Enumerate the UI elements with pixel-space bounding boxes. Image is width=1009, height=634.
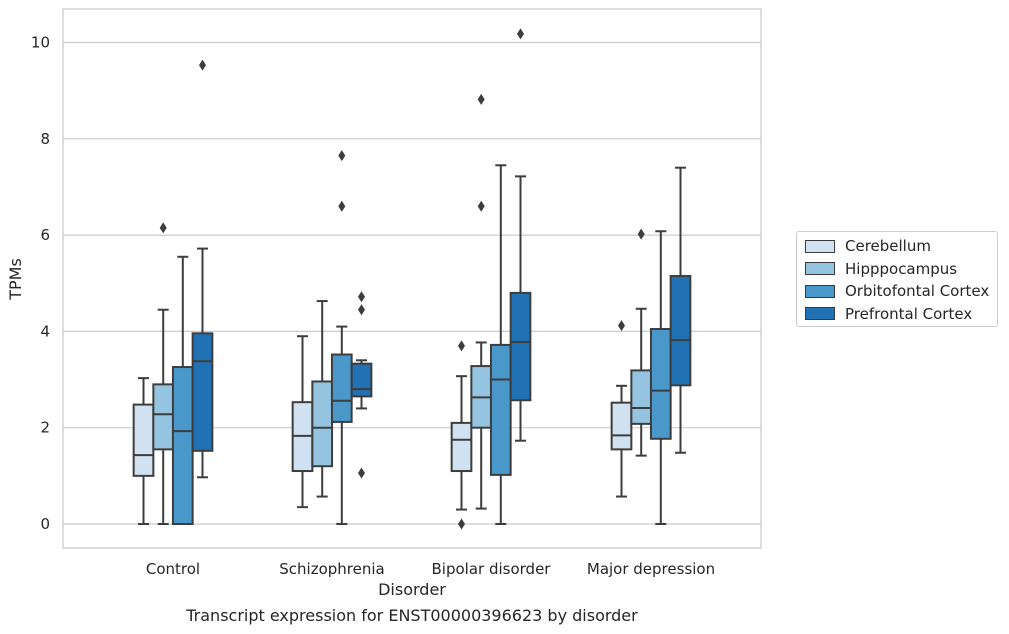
outlier-point [338,150,346,162]
figure-caption: Transcript expression for ENST0000039662… [186,606,638,625]
legend-label: Cerebellum [845,237,931,256]
outlier-point [458,340,465,352]
legend-swatch [805,239,835,253]
legend-item-orbitofrontal-cortex: Orbitofontal Cortex [805,280,997,303]
outlier-point [477,200,485,212]
y-tick-label: 0 [40,515,50,533]
box [450,421,473,473]
legend-label: Prefrontal Cortex [845,304,973,323]
outlier-point [517,28,524,40]
legend-item-prefrontal-cortex: Prefrontal Cortex [805,303,997,326]
outlier-point [159,222,167,234]
x-tick-label: Control [146,560,200,578]
y-tick-labels: 0 2 4 6 8 10 [31,34,50,534]
legend-swatch [805,262,835,276]
x-tick-label: Schizophrenia [279,560,384,578]
box [171,366,194,525]
box [630,369,653,425]
box [610,401,633,451]
box [330,353,353,423]
outlier-point [477,93,485,105]
legend-label: Orbitofontal Cortex [845,282,990,301]
box [509,291,532,402]
x-tick-label: Bipolar disorder [432,560,552,578]
box [132,403,155,477]
legend-label: Hipppocampus [845,259,958,278]
legend-swatch [805,307,835,321]
y-axis-label: TPMs [6,258,25,301]
y-tick-label: 4 [40,322,50,340]
box [311,380,334,468]
legend-swatch [805,284,835,298]
outlier-point [358,291,365,303]
plot-area [62,8,762,549]
box [669,275,692,387]
y-tick-label: 2 [40,419,50,437]
box [649,327,672,440]
y-tick-label: 6 [40,226,50,244]
outlier-point [358,467,365,479]
outlier-point [637,228,645,240]
box [350,362,373,398]
outlier-point [458,518,465,530]
box-series [132,28,692,530]
outlier-point [618,320,625,332]
y-tick-label: 10 [31,34,50,52]
x-tick-labels: Control Schizophrenia Bipolar disorder Majo… [146,560,715,578]
box [152,383,175,451]
outlier-point [199,59,206,71]
legend: Cerebellum Hipppocampus Orbitofontal Cor… [796,231,998,327]
legend-item-hippocampus: Hipppocampus [805,258,997,281]
legend-item-cerebellum: Cerebellum [805,235,997,258]
outlier-point [358,304,365,316]
box [191,332,214,452]
x-axis-label: Disorder [378,580,446,599]
y-tick-label: 8 [40,130,50,148]
box [489,343,512,476]
outlier-point [338,200,346,212]
x-tick-label: Major depression [587,560,715,578]
